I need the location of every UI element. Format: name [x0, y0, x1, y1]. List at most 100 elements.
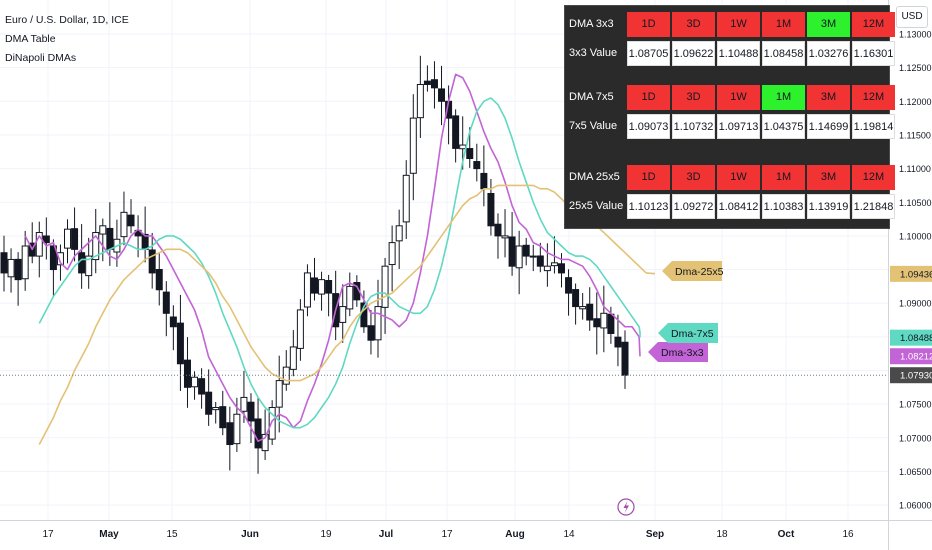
candle-down [423, 80, 431, 85]
x-tick-label: 14 [563, 529, 575, 540]
dma-signal-cell: 3D [672, 85, 715, 110]
x-tick-label: May [99, 529, 119, 540]
series-tag-bg [648, 342, 708, 362]
dma-value-cell: 1.08705 [627, 41, 670, 66]
candle-down [311, 277, 318, 294]
y-tick-label: 1.12000 [899, 97, 932, 107]
x-tick-label: 15 [166, 529, 178, 540]
dma-table-value-row: 7x5 Value 1.09073 1.10732 1.09713 1.04375 1.1… [565, 114, 895, 139]
dma-signal-cell: 1D [627, 12, 670, 37]
candle-up [35, 232, 43, 257]
candle-down [494, 223, 502, 237]
dma-value-cell: 1.08412 [717, 194, 760, 219]
y-tick-label: 1.09000 [899, 299, 932, 309]
y-tick-label: 1.12500 [899, 63, 932, 73]
candle-down [155, 268, 163, 291]
candle-up [85, 255, 93, 277]
y-tick-label: 1.10000 [899, 231, 932, 241]
candle-up [212, 407, 220, 411]
dma-line-dma-25x5 [38, 184, 655, 445]
x-tick-label: 18 [716, 529, 728, 540]
candle-down [162, 291, 170, 314]
y-tick-label: 1.11000 [899, 164, 931, 174]
dma-signal-cell: 12M [852, 165, 895, 190]
candle-up [381, 265, 389, 308]
dma-value-cell: 1.08458 [762, 41, 805, 66]
dma-value-cell: 1.10123 [627, 194, 670, 219]
candle-up [233, 413, 241, 445]
series-tag-bg [658, 323, 718, 343]
candle-up [600, 312, 608, 329]
candle-down [522, 244, 530, 257]
y-tick-label: 1.06000 [899, 501, 932, 511]
x-tick-label: Aug [505, 529, 524, 540]
dma-table: DMA 3x3 1D 3D 1W 1M 3M 12M 3x3 Value 1.08705 1.09… [564, 5, 895, 229]
dma-row-label: DMA 25x5 [569, 171, 620, 183]
x-tick-label: 19 [320, 529, 332, 540]
candle-up [92, 232, 100, 261]
series-tag-label: Dma-25x5 [675, 266, 724, 278]
candle-down [71, 228, 79, 250]
dma-value-cell: 1.21848 [852, 194, 895, 219]
currency-button[interactable]: USD [896, 6, 928, 28]
candle-down [198, 378, 206, 395]
candle-down [565, 277, 573, 294]
candle-down [42, 235, 50, 244]
candle-down [557, 263, 565, 274]
candle-down [106, 227, 114, 250]
dma-value-label: 25x5 Value [569, 200, 624, 212]
candle-down [205, 391, 213, 415]
dma-signal-cell: 3D [672, 165, 715, 190]
candle-down [14, 258, 22, 281]
candle-down [480, 172, 488, 190]
x-tick-label: Sep [646, 529, 664, 540]
dma-value-cell: 1.09073 [627, 114, 670, 139]
candle-down [176, 322, 184, 365]
series-tag-bg [662, 261, 722, 281]
dma-signal-cell: 12M [852, 12, 895, 37]
dma-value-cell: 1.09272 [672, 194, 715, 219]
price-badge-label: 1.07930 [900, 371, 932, 382]
candle-down [438, 88, 446, 102]
price-badge-label: 1.08488 [900, 333, 932, 344]
dma-value-cell: 1.04375 [762, 114, 805, 139]
dma-value-cell: 1.09622 [672, 41, 715, 66]
dma-line-dma-7x5 [38, 97, 641, 429]
candle-down [325, 280, 333, 294]
candle-down [169, 316, 177, 328]
series-tag-dma-7x5: Dma-7x5 [658, 323, 718, 343]
y-tick-label: 1.07500 [899, 400, 932, 410]
dma-value-cell: 1.10383 [762, 194, 805, 219]
candle-up [64, 228, 72, 249]
candle-up [388, 242, 396, 266]
candle-up [289, 346, 297, 370]
candle-down [536, 255, 544, 267]
dma-value-label: 3x3 Value [569, 47, 618, 59]
candle-up [339, 306, 347, 323]
dma-row-label: DMA 7x5 [569, 91, 614, 103]
candle-down [367, 325, 375, 341]
dma-table-signal-row: DMA 25x5 1D 3D 1W 1M 3M 12M [565, 165, 895, 190]
price-badge-bg [890, 367, 932, 384]
y-tick-label: 1.07000 [899, 433, 932, 443]
candle-down [49, 245, 57, 271]
chart-legend: Euro / U.S. Dollar, 1D, ICE DMA Table Di… [5, 11, 129, 68]
indicator-dinapoli-label[interactable]: DiNapoli DMAs [5, 52, 77, 64]
lightning-icon-glyph [623, 501, 629, 513]
dma-signal-cell: 1D [627, 85, 670, 110]
series-tag-dma-3x3: Dma-3x3 [648, 342, 708, 362]
dma-table-signal-row: DMA 7x5 1D 3D 1W 1M 3M 12M [565, 85, 895, 110]
dma-row-label: DMA 3x3 [569, 18, 614, 30]
indicator-dma-table-label[interactable]: DMA Table [5, 33, 56, 45]
candle-down [572, 289, 580, 308]
candle-down [614, 336, 622, 348]
candle-down [487, 192, 495, 227]
candle-up [296, 309, 304, 349]
candle-down [183, 359, 191, 388]
candle-up [7, 258, 15, 278]
candle-down [247, 401, 255, 422]
dma-signal-cell: 1W [717, 12, 760, 37]
candle-down [508, 236, 516, 267]
candle-up [261, 433, 269, 452]
dma-signal-cell: 1W [717, 85, 760, 110]
